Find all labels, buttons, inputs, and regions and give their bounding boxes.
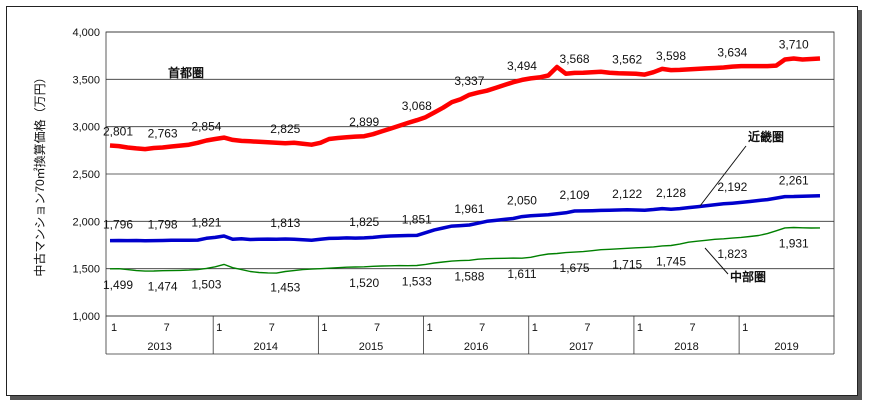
data-label-kinki: 1,825 (349, 215, 379, 229)
series-line-shutoken (109, 56, 821, 152)
series-layer (109, 56, 821, 274)
data-label-chubu: 1,474 (148, 280, 178, 294)
x-month-label-6: 1 (427, 322, 433, 334)
x-month-label-9: 7 (584, 322, 590, 334)
data-label-kinki: 2,128 (656, 186, 686, 200)
data-label-shutoken: 2,854 (191, 119, 221, 133)
data-label-shutoken: 3,068 (402, 99, 432, 113)
data-label-chubu: 1,499 (103, 278, 133, 292)
x-month-label-11: 7 (690, 322, 696, 334)
x-month-label-7: 7 (479, 322, 485, 334)
data-label-shutoken: 3,568 (560, 52, 590, 66)
data-label-shutoken: 2,899 (349, 115, 379, 129)
y-tick-label-4: 3,000 (72, 122, 100, 134)
y-tick-label-0: 1,000 (72, 311, 100, 323)
x-month-label-0: 1 (111, 322, 117, 334)
data-label-kinki: 1,821 (191, 215, 221, 229)
chubu-leader-line (704, 247, 729, 275)
data-label-shutoken: 3,598 (656, 49, 686, 63)
data-label-shutoken: 3,494 (507, 59, 537, 73)
data-label-chubu: 1,931 (779, 236, 809, 250)
data-label-kinki: 1,798 (148, 217, 178, 231)
data-label-kinki: 1,796 (103, 218, 133, 232)
data-label-chubu: 1,520 (349, 276, 379, 290)
data-label-kinki: 1,851 (402, 212, 432, 226)
data-label-kinki: 2,122 (612, 187, 642, 201)
data-label-kinki: 2,192 (717, 180, 747, 194)
x-month-label-8: 1 (532, 322, 538, 334)
data-label-chubu: 1,675 (560, 261, 590, 275)
x-month-label-5: 7 (374, 322, 380, 334)
x-month-label-1: 7 (164, 322, 170, 334)
data-label-chubu: 1,611 (507, 267, 536, 281)
data-label-kinki: 1,961 (454, 202, 484, 216)
data-label-chubu: 1,715 (612, 257, 642, 271)
x-year-label-3: 2016 (464, 341, 488, 353)
data-label-shutoken: 3,634 (717, 46, 747, 60)
x-month-label-4: 1 (321, 322, 327, 334)
data-label-kinki: 1,813 (270, 216, 300, 230)
series-name-chubu: 中部圏 (730, 269, 766, 284)
data-label-shutoken: 3,710 (779, 38, 809, 52)
x-year-label-0: 2013 (147, 341, 171, 353)
data-label-kinki: 2,261 (779, 174, 809, 188)
data-label-shutoken: 2,825 (270, 122, 300, 136)
x-month-label-3: 7 (269, 322, 275, 334)
axis-layer: 1,000 1,500 2,000 2,500 3,000 3,500 4,000 1 7 1 7 1… (72, 27, 835, 355)
y-tick-label-2: 2,000 (72, 216, 100, 228)
series-name-shutoken: 首都圏 (168, 65, 204, 80)
x-month-label-2: 1 (216, 322, 222, 334)
y-axis-label: 中古マンション70㎡換算価格（万円） (32, 71, 47, 276)
data-label-kinki: 2,109 (560, 188, 590, 202)
data-label-chubu: 1,823 (717, 247, 747, 261)
data-label-shutoken: 2,763 (148, 126, 178, 140)
x-year-label-1: 2014 (254, 341, 278, 353)
kinki-leader-line (699, 145, 747, 207)
x-month-label-12: 1 (742, 322, 748, 334)
series-name-kinki: 近畿圏 (748, 129, 784, 144)
data-label-chubu: 1,533 (402, 275, 432, 289)
data-label-chubu: 1,745 (656, 254, 686, 268)
data-label-kinki: 2,050 (507, 194, 537, 208)
data-label-shutoken: 3,337 (454, 74, 484, 88)
x-month-label-10: 1 (637, 322, 643, 334)
x-year-label-4: 2017 (569, 341, 593, 353)
x-year-label-5: 2018 (674, 341, 698, 353)
label-layer: 2,801 2,763 2,854 2,825 2,899 3,068 3,337 3,494… (103, 38, 809, 295)
data-label-shutoken: 2,801 (103, 125, 133, 139)
plot-area-border (105, 31, 835, 317)
x-year-label-2: 2015 (359, 341, 383, 353)
data-label-shutoken: 3,562 (612, 52, 642, 66)
x-year-label-6: 2019 (774, 341, 798, 353)
data-label-chubu: 1,453 (270, 281, 300, 295)
y-tick-label-6: 4,000 (72, 27, 100, 39)
data-label-chubu: 1,503 (191, 277, 221, 291)
y-tick-label-3: 2,500 (72, 169, 100, 181)
series-line-chubu (109, 226, 821, 274)
data-label-chubu: 1,588 (454, 269, 484, 283)
chart-frame (6, 6, 858, 396)
y-tick-label-1: 1,500 (72, 264, 100, 276)
series-line-kinki (109, 194, 821, 243)
y-tick-label-5: 3,500 (72, 74, 100, 86)
